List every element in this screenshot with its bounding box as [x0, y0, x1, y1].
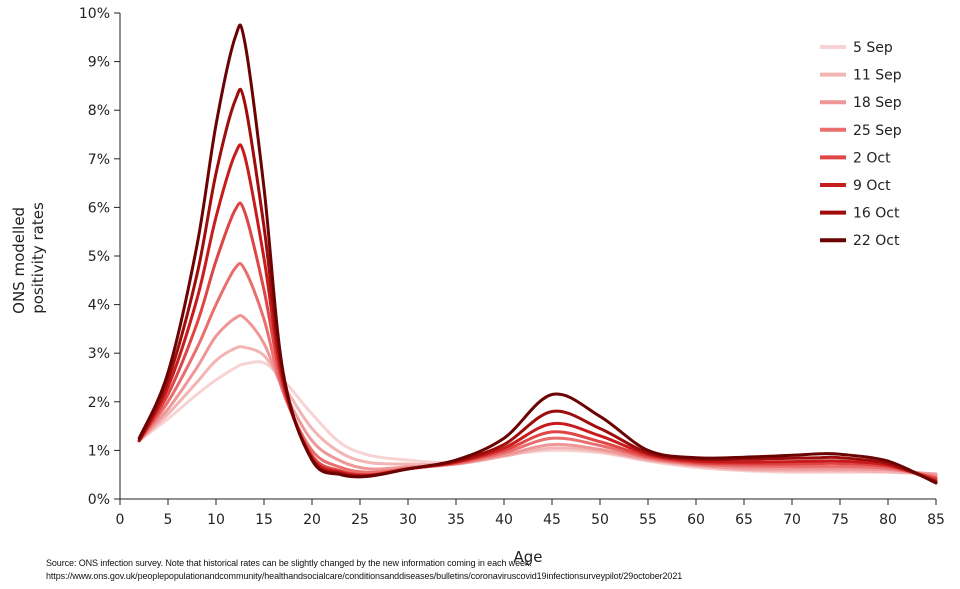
x-tick-label: 35: [447, 512, 465, 528]
series-line: [137, 23, 938, 485]
x-tick-label: 0: [116, 512, 125, 528]
x-tick-label: 25: [351, 512, 369, 528]
y-tick-label: 5%: [88, 249, 110, 265]
y-tick-label: 4%: [88, 298, 110, 314]
x-tick-label: 65: [735, 512, 753, 528]
x-tick-label: 70: [783, 512, 801, 528]
x-tick-label: 5: [164, 512, 173, 528]
y-tick-label: 10%: [79, 6, 110, 22]
legend-label: 25 Sep: [853, 123, 902, 139]
y-axis-title-line-2: positivity rates: [29, 202, 47, 314]
y-axis-title-line-1: ONS modelled: [10, 207, 28, 314]
y-tick-label: 0%: [88, 492, 110, 508]
x-axis: 0 5 10 15 20 25 30 35 40 45 50 55 60 65 70 75 80 85: [116, 498, 945, 528]
y-tick-label: 6%: [88, 200, 110, 216]
x-tick-label: 45: [543, 512, 561, 528]
x-tick-label: 50: [591, 512, 609, 528]
y-tick-label: 2%: [88, 395, 110, 411]
x-tick-label: 60: [687, 512, 705, 528]
legend-label: 2 Oct: [853, 150, 891, 166]
y-tick-label: 7%: [88, 152, 110, 168]
legend-label: 9 Oct: [853, 178, 891, 194]
legend-label: 16 Oct: [853, 206, 900, 222]
x-tick-label: 80: [879, 512, 897, 528]
x-tick-label: 30: [399, 512, 417, 528]
series-line: [137, 261, 938, 479]
y-tick-label: 1%: [88, 443, 110, 459]
y-axis: 0% 1% 2% 3% 4% 5% 6% 7% 8% 9% 10%: [79, 6, 121, 508]
x-tick-label: 40: [495, 512, 513, 528]
legend-label: 5 Sep: [853, 40, 893, 56]
x-tick-label: 15: [255, 512, 273, 528]
x-tick-label: 20: [303, 512, 321, 528]
series-line: [137, 201, 938, 481]
y-axis-title: ONS modelled positivity rates: [10, 202, 47, 314]
source-note: Source: ONS infection survey. Note that …: [46, 558, 532, 568]
legend-label: 11 Sep: [853, 68, 902, 84]
legend-label: 18 Sep: [853, 95, 902, 111]
x-tick-label: 10: [207, 512, 225, 528]
series-lines: [137, 23, 938, 485]
legend-label: 22 Oct: [853, 233, 900, 249]
x-axis-title: Age: [513, 548, 542, 566]
y-tick-label: 8%: [88, 103, 110, 119]
x-tick-label: 55: [639, 512, 657, 528]
y-tick-label: 3%: [88, 346, 110, 362]
x-tick-label: 75: [831, 512, 849, 528]
legend: 5 Sep 11 Sep 18 Sep 25 Sep 2 Oct 9 Oct 16 Oct 2…: [820, 40, 902, 249]
source-url: https://www.ons.gov.uk/peoplepopulationa…: [46, 571, 683, 581]
y-tick-label: 9%: [88, 55, 110, 71]
x-tick-label: 85: [927, 512, 945, 528]
